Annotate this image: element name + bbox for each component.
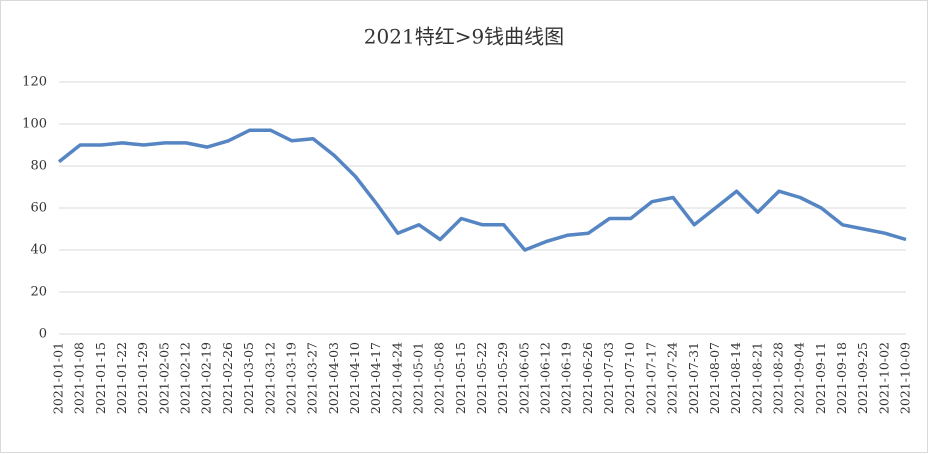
x-tick-label: 2021-02-05 (156, 342, 171, 414)
x-tick-label: 2021-02-19 (199, 342, 214, 414)
x-tick-label: 2021-10-02 (876, 342, 891, 414)
x-tick-label: 2021-05-29 (495, 342, 510, 414)
x-tick-label: 2021-05-15 (453, 342, 468, 414)
x-tick-label: 2021-05-01 (410, 342, 425, 414)
x-tick-label: 2021-03-27 (305, 342, 320, 414)
x-tick-label: 2021-03-05 (241, 342, 256, 414)
x-tick-label: 2021-08-21 (749, 342, 764, 414)
x-tick-label: 2021-07-10 (622, 342, 637, 414)
y-tick-label: 60 (30, 201, 47, 216)
x-tick-label: 2021-06-05 (516, 342, 531, 414)
x-tick-label: 2021-08-07 (707, 342, 722, 414)
x-tick-label: 2021-02-12 (178, 342, 193, 414)
x-tick-label: 2021-02-26 (220, 342, 235, 414)
x-tick-label: 2021-07-31 (686, 342, 701, 414)
y-tick-label: 20 (30, 285, 47, 300)
x-tick-label: 2021-04-24 (389, 342, 404, 414)
x-tick-label: 2021-05-08 (432, 342, 447, 414)
chart-title: 2021特红>9钱曲线图 (364, 25, 564, 49)
x-tick-label: 2021-06-19 (559, 342, 574, 414)
x-tick-label: 2021-01-01 (51, 342, 66, 414)
x-tick-label: 2021-09-11 (813, 342, 828, 414)
y-tick-label: 80 (30, 159, 47, 174)
x-tick-label: 2021-01-22 (114, 342, 129, 414)
x-tick-label: 2021-01-29 (135, 342, 150, 414)
x-tick-label: 2021-06-12 (538, 342, 553, 414)
x-tick-label: 2021-07-03 (601, 342, 616, 414)
x-tick-label: 2021-05-22 (474, 342, 489, 414)
x-tick-label: 2021-07-17 (643, 342, 658, 414)
x-tick-label: 2021-09-25 (855, 342, 870, 414)
x-tick-label: 2021-01-08 (72, 342, 87, 414)
y-tick-label: 0 (39, 327, 47, 342)
y-tick-label: 100 (22, 117, 47, 132)
x-tick-label: 2021-08-14 (728, 342, 743, 414)
x-tick-label: 2021-04-03 (326, 342, 341, 414)
data-line (57, 128, 907, 252)
x-tick-label: 2021-03-19 (283, 342, 298, 414)
x-tick-label: 2021-06-26 (580, 342, 595, 414)
x-tick-label: 2021-09-04 (792, 342, 807, 414)
x-tick-label: 2021-03-12 (262, 342, 277, 414)
x-tick-label: 2021-04-17 (368, 342, 383, 414)
y-tick-label: 40 (30, 243, 47, 258)
x-tick-label: 2021-10-09 (898, 342, 913, 414)
x-tick-label: 2021-01-15 (93, 342, 108, 414)
x-tick-label: 2021-04-10 (347, 342, 362, 414)
y-tick-label: 120 (22, 75, 47, 90)
x-tick-label: 2021-08-28 (770, 342, 785, 414)
x-tick-label: 2021-09-18 (834, 342, 849, 414)
x-tick-label: 2021-07-24 (665, 342, 680, 414)
